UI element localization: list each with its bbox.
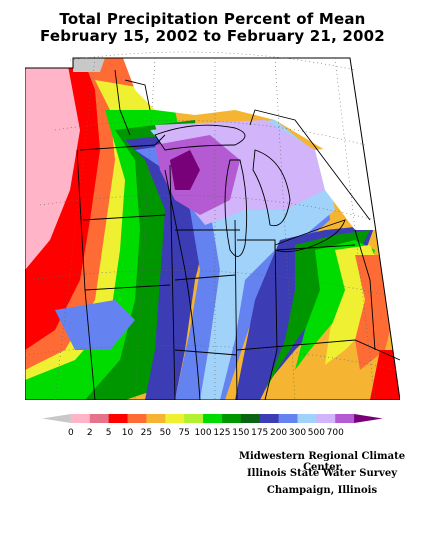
precipitation-map xyxy=(25,50,400,400)
legend-label: 300 xyxy=(289,428,306,438)
legend-swatch xyxy=(354,414,383,423)
legend-label: 500 xyxy=(308,428,325,438)
legend-swatch xyxy=(335,414,355,423)
credit-location: Champaign, Illinois xyxy=(266,485,378,496)
legend-label: 5 xyxy=(106,428,112,438)
legend-label: 10 xyxy=(122,428,134,438)
legend-swatch xyxy=(146,414,166,423)
legend-label: 0 xyxy=(68,428,74,438)
legend-label: 2 xyxy=(87,428,93,438)
legend-label: 50 xyxy=(160,428,172,438)
credit-mrcc: Midwestern Regional Climate Center xyxy=(238,451,406,473)
legend-swatch xyxy=(127,414,147,423)
legend-label: 700 xyxy=(327,428,344,438)
legend-swatch xyxy=(108,414,129,423)
legend-swatch xyxy=(240,414,261,423)
map-title: Total Precipitation Percent of Mean xyxy=(59,10,366,28)
legend-label: 100 xyxy=(194,428,211,438)
legend-swatch xyxy=(203,414,223,423)
legend-label: 25 xyxy=(141,428,152,438)
credit-isws: Illinois State Water Survey xyxy=(246,468,398,479)
legend-swatch xyxy=(89,414,110,423)
legend-swatch xyxy=(165,414,185,423)
state-boundaries xyxy=(76,69,400,400)
legend-label: 175 xyxy=(251,428,268,438)
legend-label: 200 xyxy=(270,428,287,438)
legend-swatch xyxy=(297,414,317,423)
legend-swatch xyxy=(259,414,280,423)
color-legend: 0 2 5 10 25 50 75 100 125 150 175 200 300 500 700 xyxy=(42,414,383,438)
legend-swatch xyxy=(278,414,298,423)
legend-label: 125 xyxy=(213,428,230,438)
legend-swatch xyxy=(184,414,204,423)
legend-swatch xyxy=(316,414,336,423)
map-date-range: February 15, 2002 to February 21, 2002 xyxy=(40,27,385,45)
legend-swatch xyxy=(70,414,91,423)
map-border xyxy=(25,57,400,400)
legend-label: 75 xyxy=(178,428,189,438)
legend-label: 150 xyxy=(232,428,249,438)
lat-lon-grid xyxy=(25,51,398,400)
legend-swatch xyxy=(221,414,242,423)
legend-swatch xyxy=(42,414,71,423)
